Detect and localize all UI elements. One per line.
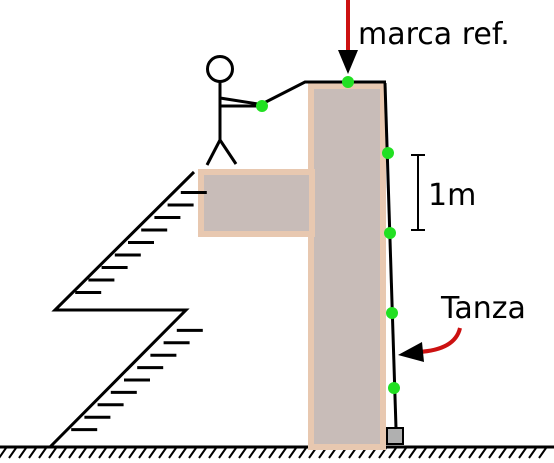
hatch-stroke [519, 448, 526, 458]
hatch-stroke [469, 448, 476, 458]
distance-label: 1m [428, 178, 476, 213]
hatch-stroke [169, 448, 176, 458]
hatch-stroke [539, 448, 546, 458]
hatch-stroke [0, 448, 6, 458]
hatch-stroke [69, 448, 76, 458]
ground [0, 447, 554, 458]
hatch-stroke [189, 448, 196, 458]
hatch-stroke [149, 448, 156, 458]
hatch-stroke [219, 448, 226, 458]
hatch-stroke [269, 448, 276, 458]
platform [201, 172, 312, 234]
measuring-line [385, 83, 396, 428]
hatch-stroke [259, 448, 266, 458]
hatch-stroke [399, 448, 406, 458]
hatch-stroke [49, 448, 56, 458]
marker-1 [382, 147, 394, 159]
reference-mark-label: marca ref. [358, 17, 510, 52]
hatch-stroke [289, 448, 296, 458]
hatch-stroke [449, 448, 456, 458]
hatch-stroke [239, 448, 246, 458]
line-label: Tanza [440, 291, 526, 326]
ladder-icon [50, 172, 207, 447]
hatch-stroke [159, 448, 166, 458]
hatch-stroke [9, 448, 16, 458]
hatch-stroke [119, 448, 126, 458]
reference-arrow [338, 0, 358, 74]
marker-reference [342, 76, 354, 88]
marker-4 [388, 382, 400, 394]
hatch-stroke [229, 448, 236, 458]
marker-3 [386, 307, 398, 319]
hatch-stroke [19, 448, 26, 458]
hatch-stroke [429, 448, 436, 458]
hatch-stroke [489, 448, 496, 458]
wall [311, 86, 383, 447]
hatch-stroke [209, 448, 216, 458]
hatch-stroke [59, 448, 66, 458]
distance-bracket [411, 155, 425, 230]
line-arrow [398, 328, 460, 362]
hatch-stroke [509, 448, 516, 458]
hatch-stroke [279, 448, 286, 458]
stick-figure-icon [207, 57, 258, 166]
hatch-stroke [499, 448, 506, 458]
hatch-stroke [299, 448, 306, 458]
hatch-stroke [179, 448, 186, 458]
hatch-stroke [139, 448, 146, 458]
hatch-stroke [439, 448, 446, 458]
hatch-stroke [129, 448, 136, 458]
hatch-stroke [529, 448, 536, 458]
marker-2 [384, 227, 396, 239]
hatch-stroke [89, 448, 96, 458]
hatch-stroke [199, 448, 206, 458]
hatch-stroke [459, 448, 466, 458]
hatch-stroke [109, 448, 116, 458]
hatch-stroke [29, 448, 36, 458]
plumb-weight-icon [387, 428, 403, 444]
hatch-stroke [389, 448, 396, 458]
hatch-stroke [409, 448, 416, 458]
ground-hatching [0, 448, 546, 458]
hatch-stroke [479, 448, 486, 458]
marker-hand [256, 100, 268, 112]
hatch-stroke [99, 448, 106, 458]
hatch-stroke [39, 448, 46, 458]
hatch-stroke [79, 448, 86, 458]
hatch-stroke [419, 448, 426, 458]
hatch-stroke [249, 448, 256, 458]
